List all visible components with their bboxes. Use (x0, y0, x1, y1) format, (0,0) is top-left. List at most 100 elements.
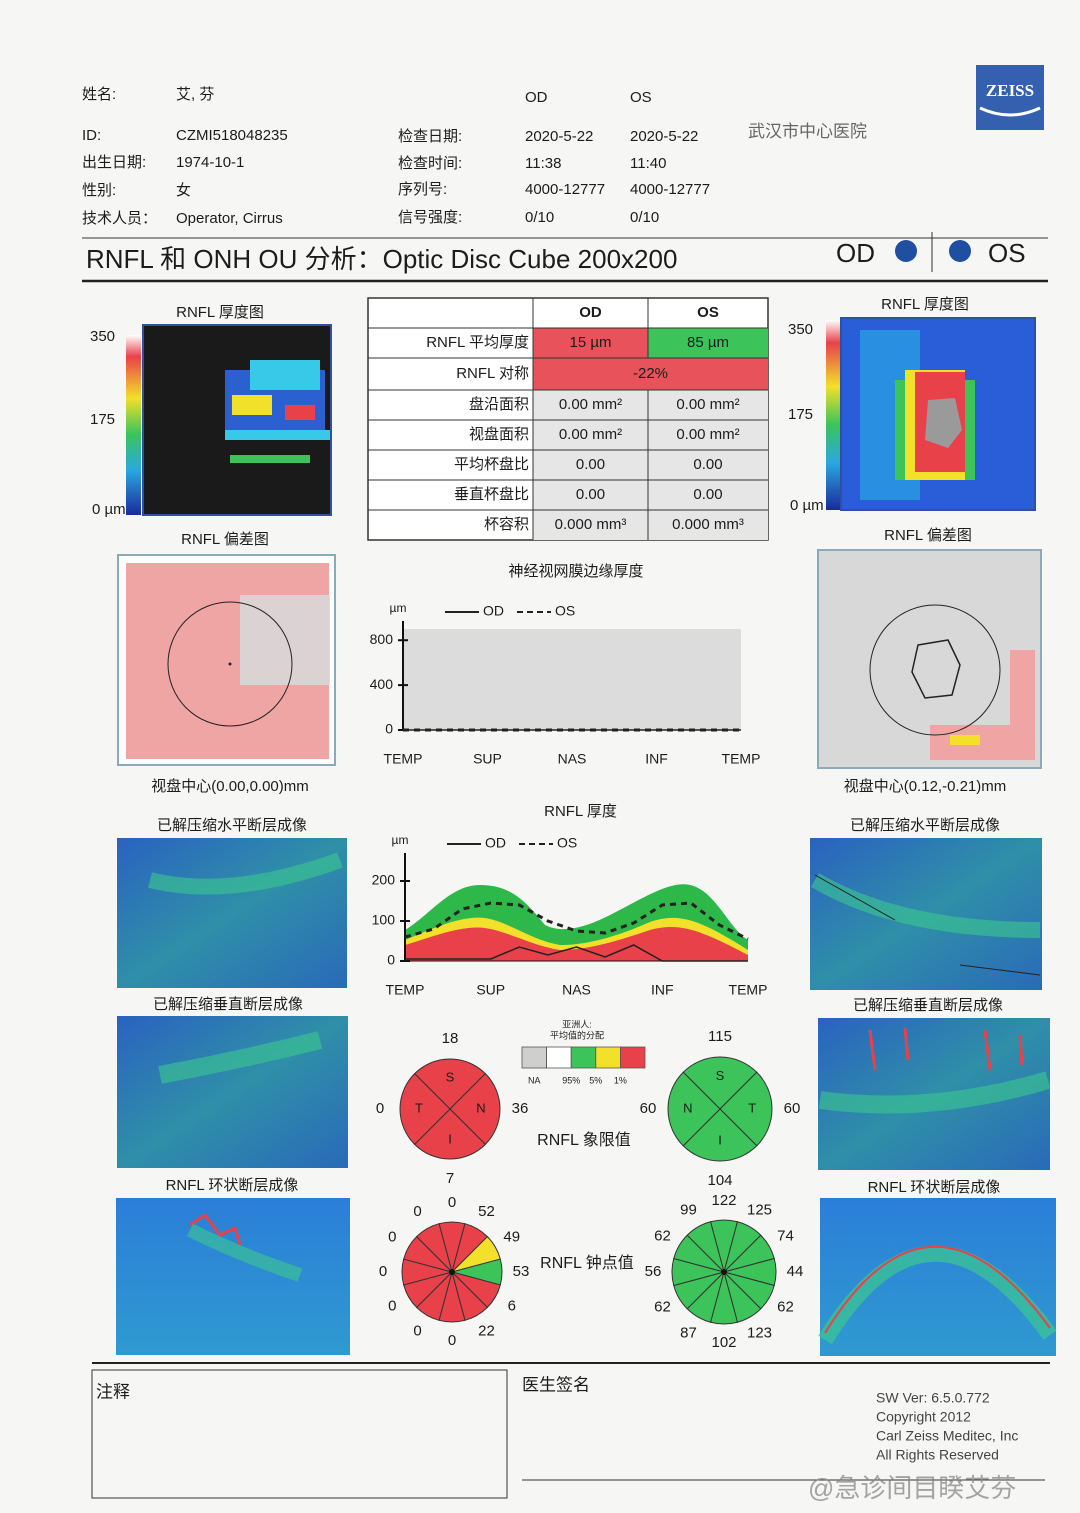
scale-label: 350 (788, 321, 813, 338)
scan-title: 已解压缩水平断层成像 (157, 817, 307, 834)
eye-header: OS (630, 89, 652, 106)
x-tick-label: NAS (562, 982, 591, 998)
field-value: Operator, Cirrus (176, 210, 283, 227)
scale-label: 0 µm (790, 497, 824, 514)
field-value: 艾, 芬 (176, 86, 214, 103)
scan-title: RNFL 环状断层成像 (868, 1179, 1001, 1196)
row-label: RNFL 对称 (456, 365, 529, 382)
cell-value: 0.00 mm² (676, 426, 739, 443)
legend-box (521, 1046, 548, 1069)
cell-fill (533, 358, 768, 390)
legend-title: 亚洲人: (562, 1019, 592, 1029)
y-tick-label: 0 (387, 952, 395, 968)
title-eye-od: OD (836, 238, 875, 268)
scale-label: 350 (90, 328, 115, 345)
color-scale (826, 320, 841, 510)
notes-box (91, 1369, 508, 1499)
software-line: All Rights Reserved (876, 1447, 999, 1463)
quadrant-letter: I (448, 1131, 452, 1146)
map-title: RNFL 厚度图 (176, 304, 264, 321)
legend-title: 平均值的分配 (550, 1029, 604, 1040)
scale-label: 175 (90, 411, 115, 428)
cell-fill (533, 450, 648, 480)
field-label: 技术人员： (82, 210, 157, 227)
clock-sector (686, 1221, 725, 1274)
field-value: 女 (176, 181, 191, 199)
field-label: ID: (82, 127, 101, 144)
deviation-fill (950, 735, 980, 745)
cell-value: 85 µm (687, 334, 729, 351)
cell-fill (533, 328, 648, 358)
x-tick-label: INF (645, 751, 668, 767)
quadrant-value: 115 (708, 1028, 732, 1045)
exam-os: 4000-12777 (630, 181, 710, 198)
exam-od: 11:38 (525, 155, 561, 172)
clock-value: 0 (379, 1263, 387, 1280)
map-blob (250, 360, 320, 390)
cell-fill (648, 390, 768, 420)
od-dot (895, 240, 917, 262)
clock-center (449, 1269, 455, 1275)
x-tick-label: SUP (476, 982, 505, 998)
scan-trace (189, 1212, 242, 1246)
cell-fill (648, 450, 768, 480)
cell-fill (533, 510, 648, 540)
x-tick-label: TEMP (384, 751, 423, 767)
map-title: RNFL 厚度图 (881, 296, 969, 313)
row-label: RNFL 平均厚度 (426, 334, 529, 351)
exam-od: 2020-5-22 (525, 128, 593, 145)
clock-value: 87 (680, 1324, 697, 1341)
quadrant (449, 1072, 501, 1146)
exam-label: 序列号: (398, 181, 447, 198)
col-header: OD (579, 304, 602, 321)
map-blob (285, 405, 315, 420)
chart-title: 神经视网膜边缘厚度 (508, 563, 643, 580)
y-tick-label: 0 (385, 721, 393, 737)
legend-label: 1% (614, 1075, 627, 1085)
quadrant-letter: N (683, 1100, 692, 1115)
clock-value: 22 (478, 1323, 495, 1340)
os-dot (949, 240, 971, 262)
quadrant-letter: S (716, 1068, 725, 1083)
legend-label: NA (528, 1075, 541, 1085)
quadrant-value: 36 (512, 1100, 529, 1117)
map-blob (232, 395, 272, 415)
cell-fill (533, 480, 648, 510)
legend-label: OS (557, 835, 577, 851)
logo-swoosh (979, 106, 1041, 117)
chart-title: RNFL 厚度 (544, 803, 617, 820)
report-title: RNFL 和 ONH OU 分析：Optic Disc Cube 200x200 (86, 244, 677, 274)
legend-box (595, 1046, 621, 1069)
deviation-gray (240, 595, 330, 685)
field-label: 姓名: (82, 86, 116, 103)
cell-value: 15 µm (570, 334, 612, 351)
quadrant-letter: T (748, 1100, 756, 1115)
scale-label: 0 µm (92, 501, 126, 518)
cell-value: 0.00 (576, 456, 605, 473)
legend-box (546, 1046, 572, 1069)
software-line: Copyright 2012 (876, 1409, 971, 1425)
row-label: 垂直杯盘比 (454, 485, 529, 503)
field-value: CZMI518048235 (176, 127, 288, 144)
hospital: 武汉市中心医院 (748, 122, 867, 141)
quadrant-value: 7 (446, 1170, 454, 1187)
y-tick-label: 800 (370, 631, 394, 647)
color-scale (126, 335, 141, 515)
scan-trace (868, 1027, 1024, 1071)
quadrant (413, 1108, 487, 1160)
exam-label: 检查时间: (398, 155, 462, 172)
row-label: 杯容积 (484, 516, 529, 533)
quadrant (719, 1071, 773, 1147)
clock-sector (415, 1223, 453, 1274)
clock-value: 0 (448, 1332, 456, 1349)
scan-circle (869, 604, 1001, 736)
exam-label: 检查日期: (398, 128, 462, 145)
clock-value: 125 (747, 1201, 772, 1218)
clock-value: 0 (388, 1297, 396, 1314)
clock-value: 44 (787, 1263, 804, 1280)
legend-box (620, 1046, 646, 1069)
circular-scan-os (820, 1198, 1056, 1356)
x-tick-label: TEMP (722, 751, 761, 767)
cell-fill (648, 510, 768, 540)
clock-value: 99 (680, 1201, 697, 1218)
